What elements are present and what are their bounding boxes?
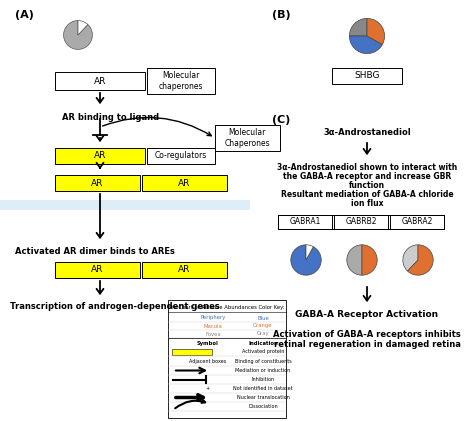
- Text: Co-regulators: Co-regulators: [155, 152, 207, 160]
- Text: Gray: Gray: [256, 331, 269, 336]
- Text: the GABA-A receptor and increase GBR: the GABA-A receptor and increase GBR: [283, 172, 451, 181]
- Text: (C): (C): [272, 115, 291, 125]
- Text: Nuclear translocation: Nuclear translocation: [237, 395, 289, 400]
- Bar: [172, 349, 212, 355]
- Bar: [55, 72, 145, 90]
- Bar: [55, 175, 140, 191]
- Text: Macula: Macula: [203, 323, 222, 328]
- Bar: [147, 68, 215, 94]
- Text: Mediation or induction: Mediation or induction: [235, 368, 291, 373]
- Wedge shape: [362, 245, 377, 275]
- Text: Indication: Indication: [248, 341, 278, 346]
- Text: ion flux: ion flux: [351, 199, 383, 208]
- Wedge shape: [78, 21, 88, 35]
- Bar: [334, 215, 388, 229]
- Text: Symbol: Symbol: [197, 341, 219, 346]
- Text: Activation of GABA-A receptors inhibits: Activation of GABA-A receptors inhibits: [273, 330, 461, 339]
- Text: 3α-Androstanediol: 3α-Androstanediol: [323, 128, 411, 137]
- Text: AR: AR: [91, 266, 103, 274]
- Text: +: +: [206, 386, 210, 391]
- Wedge shape: [291, 245, 321, 275]
- Text: Blue: Blue: [257, 315, 269, 320]
- Wedge shape: [349, 19, 367, 36]
- Text: SHBG: SHBG: [354, 72, 380, 80]
- Text: Resultant mediation of GABA-A chloride: Resultant mediation of GABA-A chloride: [281, 190, 453, 199]
- Text: Pie Chart of Relative Abundances Color Key:: Pie Chart of Relative Abundances Color K…: [169, 305, 285, 310]
- Text: AR: AR: [91, 179, 103, 187]
- Wedge shape: [306, 245, 313, 260]
- Wedge shape: [408, 245, 433, 275]
- Text: Molecular
Chaperones: Molecular Chaperones: [224, 128, 270, 148]
- Text: Activated AR dimer binds to AREs: Activated AR dimer binds to AREs: [15, 247, 175, 256]
- Wedge shape: [349, 36, 383, 53]
- Text: GABRA1: GABRA1: [289, 218, 321, 226]
- Text: retinal regeneration in damaged retina: retinal regeneration in damaged retina: [273, 340, 460, 349]
- FancyArrowPatch shape: [102, 117, 211, 136]
- Wedge shape: [367, 19, 384, 45]
- Bar: [147, 148, 215, 164]
- Text: AR: AR: [94, 77, 106, 85]
- Bar: [215, 125, 280, 151]
- Bar: [278, 215, 332, 229]
- Bar: [332, 68, 402, 84]
- Text: AR binding to ligand: AR binding to ligand: [62, 113, 159, 122]
- Text: GABRB2: GABRB2: [345, 218, 377, 226]
- Text: (B): (B): [272, 10, 291, 20]
- Text: Activated protein: Activated protein: [242, 349, 284, 354]
- Wedge shape: [403, 245, 418, 271]
- Text: AR: AR: [178, 266, 190, 274]
- Bar: [0, 200, 250, 210]
- Wedge shape: [347, 245, 362, 275]
- Bar: [390, 215, 444, 229]
- Text: Transcription of androgen-dependent genes: Transcription of androgen-dependent gene…: [10, 302, 220, 311]
- Bar: [142, 175, 227, 191]
- FancyArrowPatch shape: [175, 400, 205, 408]
- Text: Molecular
chaperones: Molecular chaperones: [159, 71, 203, 91]
- Text: 3α-Androstanediol shown to interact with: 3α-Androstanediol shown to interact with: [277, 163, 457, 172]
- Wedge shape: [64, 21, 92, 49]
- Bar: [278, 215, 444, 229]
- Text: GABA-A Receptor Activation: GABA-A Receptor Activation: [295, 310, 438, 319]
- Text: GABRA2: GABRA2: [401, 218, 433, 226]
- Bar: [55, 262, 140, 278]
- Bar: [55, 148, 145, 164]
- Text: Dissociation: Dissociation: [248, 404, 278, 409]
- Text: Binding of constituents: Binding of constituents: [235, 359, 292, 364]
- Text: function: function: [349, 181, 385, 190]
- Bar: [142, 262, 227, 278]
- Text: Not identified in dataset: Not identified in dataset: [233, 386, 293, 391]
- Text: Fovea: Fovea: [205, 331, 221, 336]
- Text: Inhibition: Inhibition: [251, 377, 274, 382]
- Text: (A): (A): [15, 10, 34, 20]
- Text: Adjacent boxes: Adjacent boxes: [189, 359, 227, 364]
- Text: AR: AR: [178, 179, 190, 187]
- Text: AR: AR: [94, 152, 106, 160]
- Text: Orange: Orange: [253, 323, 273, 328]
- Bar: [168, 300, 286, 418]
- Text: Periphery: Periphery: [200, 315, 226, 320]
